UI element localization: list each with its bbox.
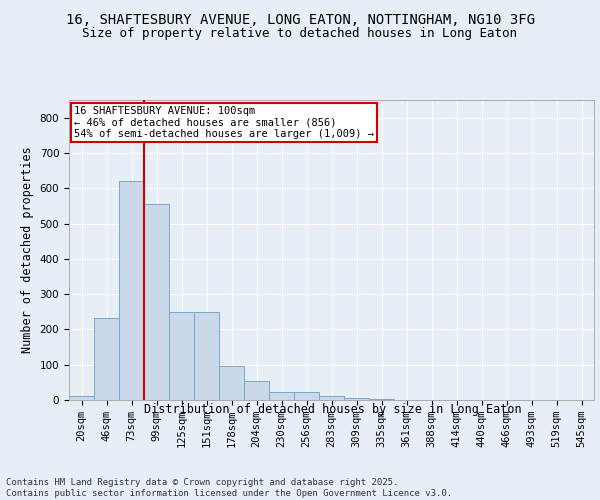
Text: Size of property relative to detached houses in Long Eaton: Size of property relative to detached ho… xyxy=(83,28,517,40)
Text: 16, SHAFTESBURY AVENUE, LONG EATON, NOTTINGHAM, NG10 3FG: 16, SHAFTESBURY AVENUE, LONG EATON, NOTT… xyxy=(65,12,535,26)
Text: Distribution of detached houses by size in Long Eaton: Distribution of detached houses by size … xyxy=(144,402,522,415)
Bar xyxy=(194,312,219,400)
Text: 16 SHAFTESBURY AVENUE: 100sqm
← 46% of detached houses are smaller (856)
54% of : 16 SHAFTESBURY AVENUE: 100sqm ← 46% of d… xyxy=(74,106,374,139)
Bar xyxy=(119,181,144,400)
Bar xyxy=(344,398,369,400)
Bar xyxy=(169,312,194,400)
Bar xyxy=(94,318,119,400)
Bar xyxy=(244,380,269,400)
Bar xyxy=(269,392,294,400)
Bar xyxy=(319,396,344,400)
Bar xyxy=(294,392,319,400)
Bar xyxy=(144,204,169,400)
Bar xyxy=(219,366,244,400)
Y-axis label: Number of detached properties: Number of detached properties xyxy=(21,146,34,354)
Bar xyxy=(69,396,94,400)
Text: Contains HM Land Registry data © Crown copyright and database right 2025.
Contai: Contains HM Land Registry data © Crown c… xyxy=(6,478,452,498)
